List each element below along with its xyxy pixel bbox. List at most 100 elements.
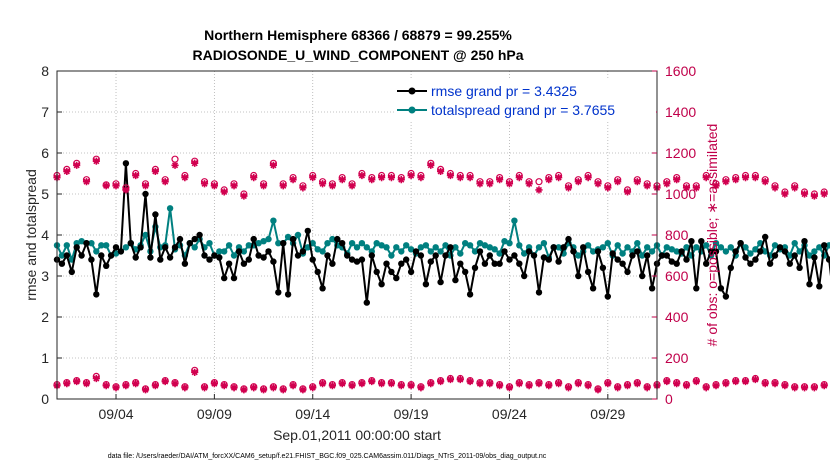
obs-assimilated-upper-marker: [112, 182, 120, 190]
obs-assimilated-lower-marker: [92, 374, 100, 383]
rmse-point: [255, 252, 262, 259]
rmse-point: [422, 281, 430, 288]
totalspread-point: [457, 250, 464, 257]
obs-assimilated-upper-marker: [791, 184, 799, 192]
totalspread-point: [481, 242, 489, 249]
y-tick-label-right: 400: [665, 309, 689, 325]
totalspread-point: [225, 242, 233, 249]
y-axis-label-right: # of obs: o=possible; ∗=assimilated: [704, 124, 720, 347]
rmse-point: [191, 235, 198, 243]
rmse-point: [88, 256, 95, 263]
rmse-point: [604, 293, 611, 300]
obs-assimilated-upper-marker: [702, 174, 710, 182]
totalspread-point: [417, 244, 425, 251]
rmse-point: [516, 260, 523, 267]
obs-assimilated-upper-marker: [122, 186, 130, 194]
obs-assimilated-upper-marker: [269, 161, 277, 169]
rmse-point: [378, 281, 385, 288]
totalspread-point: [663, 244, 670, 251]
totalspread-point: [511, 217, 518, 224]
obs-assimilated-upper-marker: [505, 180, 514, 188]
totalspread-point: [644, 244, 651, 251]
obs-assimilated-lower-marker: [741, 377, 750, 386]
rmse-point: [181, 260, 189, 267]
rmse-point: [683, 256, 690, 263]
obs-assimilated-upper-marker: [141, 182, 150, 190]
obs-assimilated-lower-marker: [338, 380, 346, 388]
rmse-point: [525, 248, 533, 255]
totalspread-point: [93, 248, 100, 255]
rmse-point: [457, 260, 464, 267]
legend-rmse-marker: [408, 87, 416, 95]
obs-assimilated-lower-marker: [328, 382, 337, 390]
obs-assimilated-upper-marker: [712, 182, 720, 190]
rmse-point: [230, 274, 238, 282]
rmse-point: [280, 240, 287, 247]
totalspread-point: [348, 240, 356, 247]
x-tick-label: 09/09: [197, 406, 232, 422]
totalspread-point: [703, 242, 710, 249]
rmse-point: [776, 244, 784, 251]
rmse-point: [530, 252, 538, 259]
obs-assimilated-lower-marker: [220, 382, 228, 390]
rmse-point: [275, 289, 282, 296]
rmse-point: [211, 252, 218, 259]
rmse-point: [201, 252, 208, 259]
obs-assimilated-upper-marker: [574, 178, 582, 186]
obs-assimilated-upper-marker: [496, 176, 504, 184]
totalspread-point: [393, 244, 400, 251]
rmse-point: [73, 244, 80, 251]
rmse-point: [225, 260, 233, 267]
rmse-point: [265, 248, 272, 255]
rmse-point: [250, 235, 257, 243]
rmse-point: [388, 268, 395, 276]
obs-assimilated-lower-marker: [712, 382, 720, 390]
obs-assimilated-lower-marker: [141, 386, 150, 394]
totalspread-point: [275, 240, 282, 247]
chart-title-line1: Northern Hemisphere 68366 / 68879 = 99.2…: [204, 27, 512, 43]
rmse-point: [78, 252, 85, 259]
y-axis-label-left: rmse and totalspread: [23, 169, 39, 301]
rmse-point: [68, 268, 76, 276]
totalspread-point: [634, 240, 641, 247]
rmse-point: [609, 250, 616, 257]
obs-assimilated-lower-marker: [151, 382, 159, 390]
obs-assimilated-upper-marker: [279, 182, 287, 190]
rmse-point: [540, 254, 548, 261]
obs-assimilated-lower-marker: [604, 380, 612, 388]
rmse-point: [747, 260, 754, 267]
rmse-point: [639, 272, 646, 280]
totalspread-point: [98, 242, 105, 249]
obs-assimilated-upper-marker: [161, 178, 169, 186]
obs-assimilated-upper-marker: [751, 174, 759, 182]
y-tick-label-left: 5: [41, 186, 49, 202]
rmse-point: [624, 268, 631, 276]
totalspread-point: [604, 240, 611, 247]
y-tick-label-left: 4: [41, 227, 49, 243]
rmse-point: [162, 244, 169, 251]
obs-assimilated-lower-marker: [515, 380, 523, 388]
rmse-point: [565, 235, 572, 243]
obs-assimilated-upper-marker: [446, 171, 455, 180]
rmse-point: [712, 248, 720, 255]
obs-assimilated-lower-marker: [781, 382, 789, 390]
y-tick-label-right: 800: [665, 227, 689, 243]
rmse-point: [570, 248, 577, 255]
totalspread-point: [540, 240, 548, 247]
rmse-point: [412, 248, 420, 255]
totalspread-point: [260, 238, 267, 245]
totalspread-point: [166, 205, 174, 212]
obs-assimilated-lower-marker: [250, 384, 258, 392]
rmse-point: [658, 252, 666, 259]
rmse-point: [511, 252, 518, 259]
rmse-point: [186, 240, 193, 247]
rmse-point: [688, 238, 695, 245]
totalspread-point: [407, 246, 415, 253]
rmse-point: [501, 248, 508, 255]
totalspread-point: [206, 240, 213, 247]
rmse-point: [521, 272, 528, 280]
rmse-point: [550, 244, 557, 251]
obs-assimilated-lower-marker: [496, 382, 504, 390]
totalspread-point: [319, 248, 326, 255]
y-tick-label-right: 1400: [665, 104, 696, 120]
